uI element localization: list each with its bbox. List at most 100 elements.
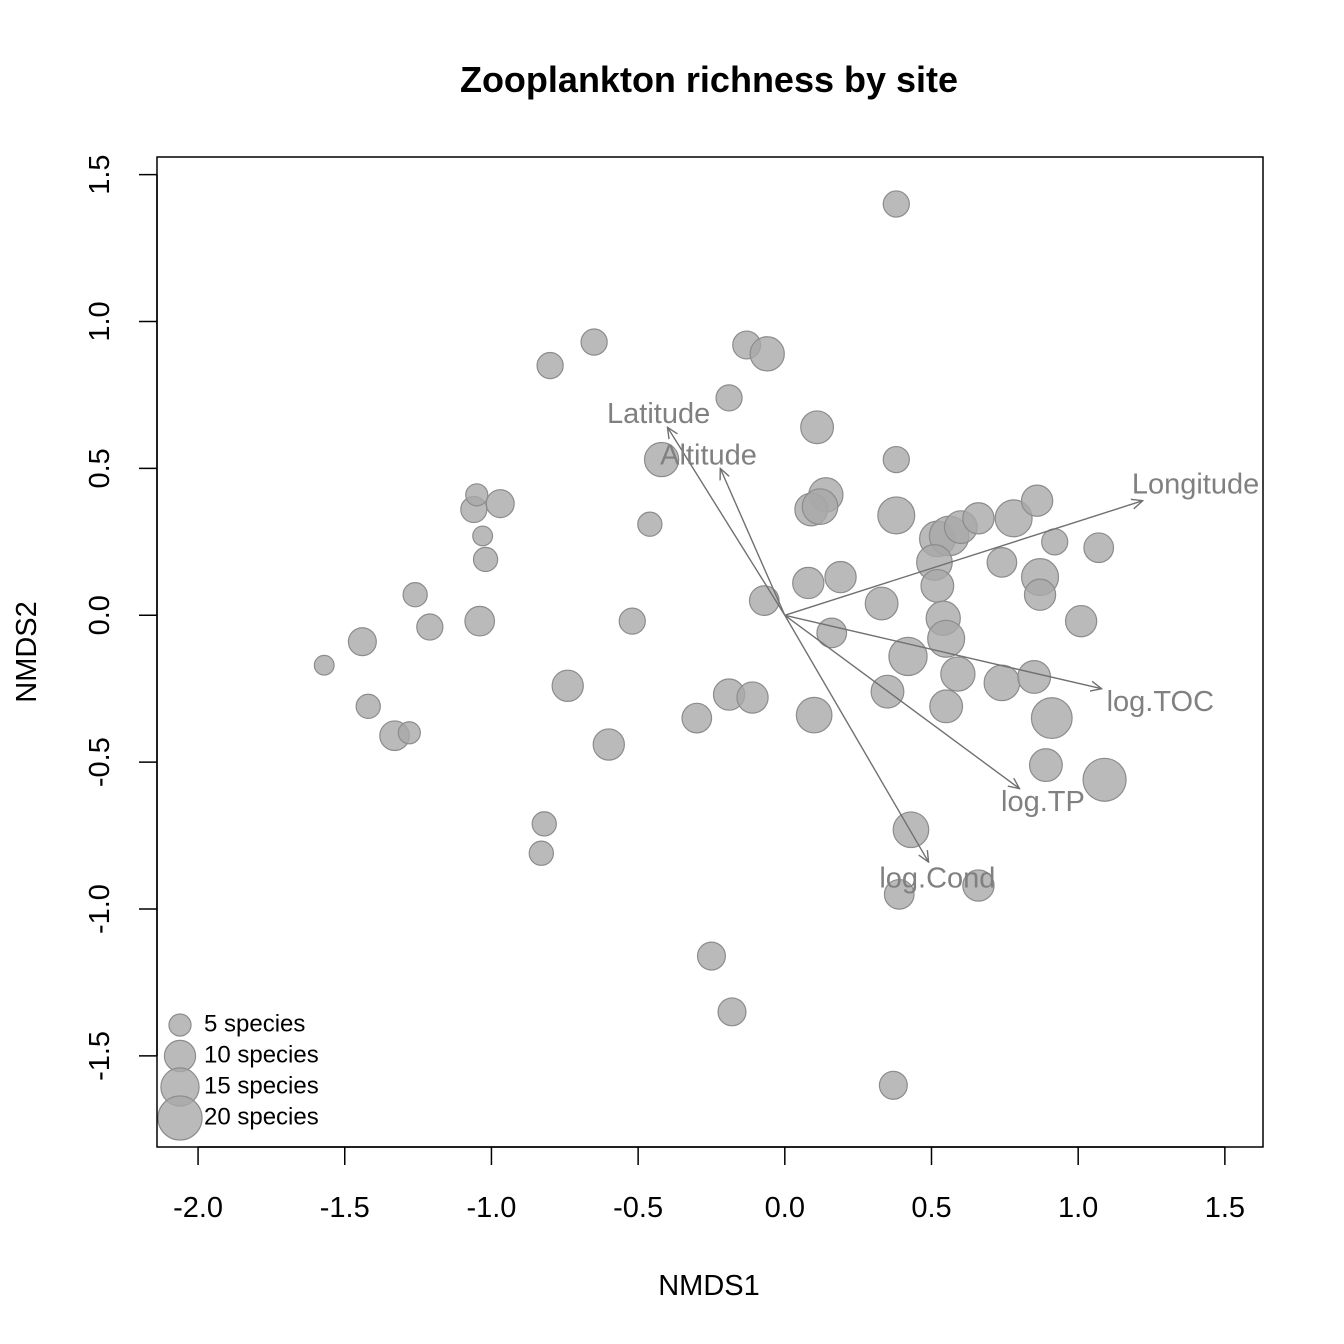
site-point [643,441,680,478]
env-vector-arrow [720,468,786,616]
site-point [920,568,955,603]
site-point [715,384,743,412]
x-tick-label: -0.5 [613,1192,663,1224]
site-point [877,496,916,535]
site-point [927,619,966,658]
site-point [347,627,377,657]
legend-label: 5 species [204,1010,305,1037]
site-point [416,613,444,641]
site-point [472,525,494,547]
points-layer [313,190,1127,1100]
site-point [888,636,928,677]
site-point [1017,660,1052,694]
env-vector-label: Longitude [1132,469,1259,501]
env-vector-label: log.TP [1001,786,1085,818]
site-point [929,689,964,724]
site-point [962,869,995,902]
y-axis: -1.5 -1.0 -0.5 0.0 0.5 1.0 1.5 [84,154,158,1081]
site-point [824,560,857,594]
site-point [397,721,421,745]
site-point [681,702,713,734]
legend-symbol [168,1013,192,1037]
site-point [748,585,780,616]
x-tick-label: -2.0 [173,1192,223,1224]
site-point [528,840,554,866]
x-axis-label: NMDS1 [658,1270,760,1302]
x-tick-label: 0.0 [765,1192,805,1224]
site-point [882,445,910,474]
site-point [402,582,428,608]
site-point [749,336,785,372]
site-point [618,607,646,635]
y-tick-label: 0.0 [84,595,116,635]
site-point [801,488,839,525]
site-point [736,681,769,714]
site-point [1082,757,1127,802]
y-tick-label: -1.5 [84,1031,116,1081]
y-tick-label: 1.0 [84,301,116,341]
site-point [882,190,910,218]
x-tick-label: 1.5 [1205,1192,1245,1224]
site-point [1030,697,1073,740]
site-point [795,696,833,734]
site-point [717,997,747,1027]
env-vector-label: Altitude [660,439,757,471]
site-point [1064,604,1098,638]
site-point [792,566,825,600]
env-vector-arrow [784,614,1020,788]
site-point [800,410,835,445]
env-vector-label: Latitude [607,398,710,430]
y-tick-label: -1.0 [84,884,116,934]
site-point [962,502,995,535]
site-point [465,483,489,507]
site-point [551,669,584,702]
env-vector-arrow [667,427,786,616]
site-point [1023,578,1057,611]
y-tick-label: 1.5 [84,154,116,194]
legend-label: 10 species [204,1041,319,1068]
site-point [355,693,381,720]
site-point [580,328,608,356]
env-vector-arrow [784,501,1143,616]
env-vector-arrow [784,614,929,862]
legend-label: 15 species [204,1072,319,1099]
site-point [313,654,335,676]
x-tick-label: -1.5 [320,1192,370,1224]
site-point [1028,748,1063,783]
site-point [864,586,899,621]
site-point [1041,528,1069,556]
plot-frame [156,156,1264,1148]
legend-symbol [163,1039,197,1073]
x-axis: -2.0 -1.5 -1.0 -0.5 0.0 0.5 1.0 1.5 [173,1146,1245,1224]
site-point [1020,484,1054,517]
site-point [816,617,848,649]
env-vector-label: log.Cond [879,862,995,894]
y-axis-label: NMDS2 [11,601,43,703]
legend-label: 20 species [204,1103,319,1130]
site-point [983,664,1021,702]
site-point [464,605,496,637]
site-point [883,878,915,910]
chart-title: Zooplankton richness by site [460,59,958,100]
x-tick-label: -1.0 [466,1192,516,1224]
legend: 5 species 10 species 15 species 20 species [157,1010,319,1141]
site-point [994,499,1033,538]
env-vector-label: log.TOC [1107,686,1214,718]
site-point [472,546,499,573]
site-point [592,728,625,761]
site-point [878,1070,908,1100]
env-vector-arrow [784,614,1102,688]
vectors-layer: Latitude Altitude Longitude log.TOC log.TP lo… [607,398,1259,894]
site-point [485,489,515,519]
site-point [536,351,564,380]
legend-symbol [157,1095,203,1141]
site-point [1083,532,1115,564]
y-tick-label: -0.5 [84,737,116,787]
site-point [696,941,727,971]
site-point [531,811,557,837]
y-tick-label: 0.5 [84,448,116,488]
site-point [637,511,663,537]
site-point [892,811,930,849]
site-point [940,656,976,692]
